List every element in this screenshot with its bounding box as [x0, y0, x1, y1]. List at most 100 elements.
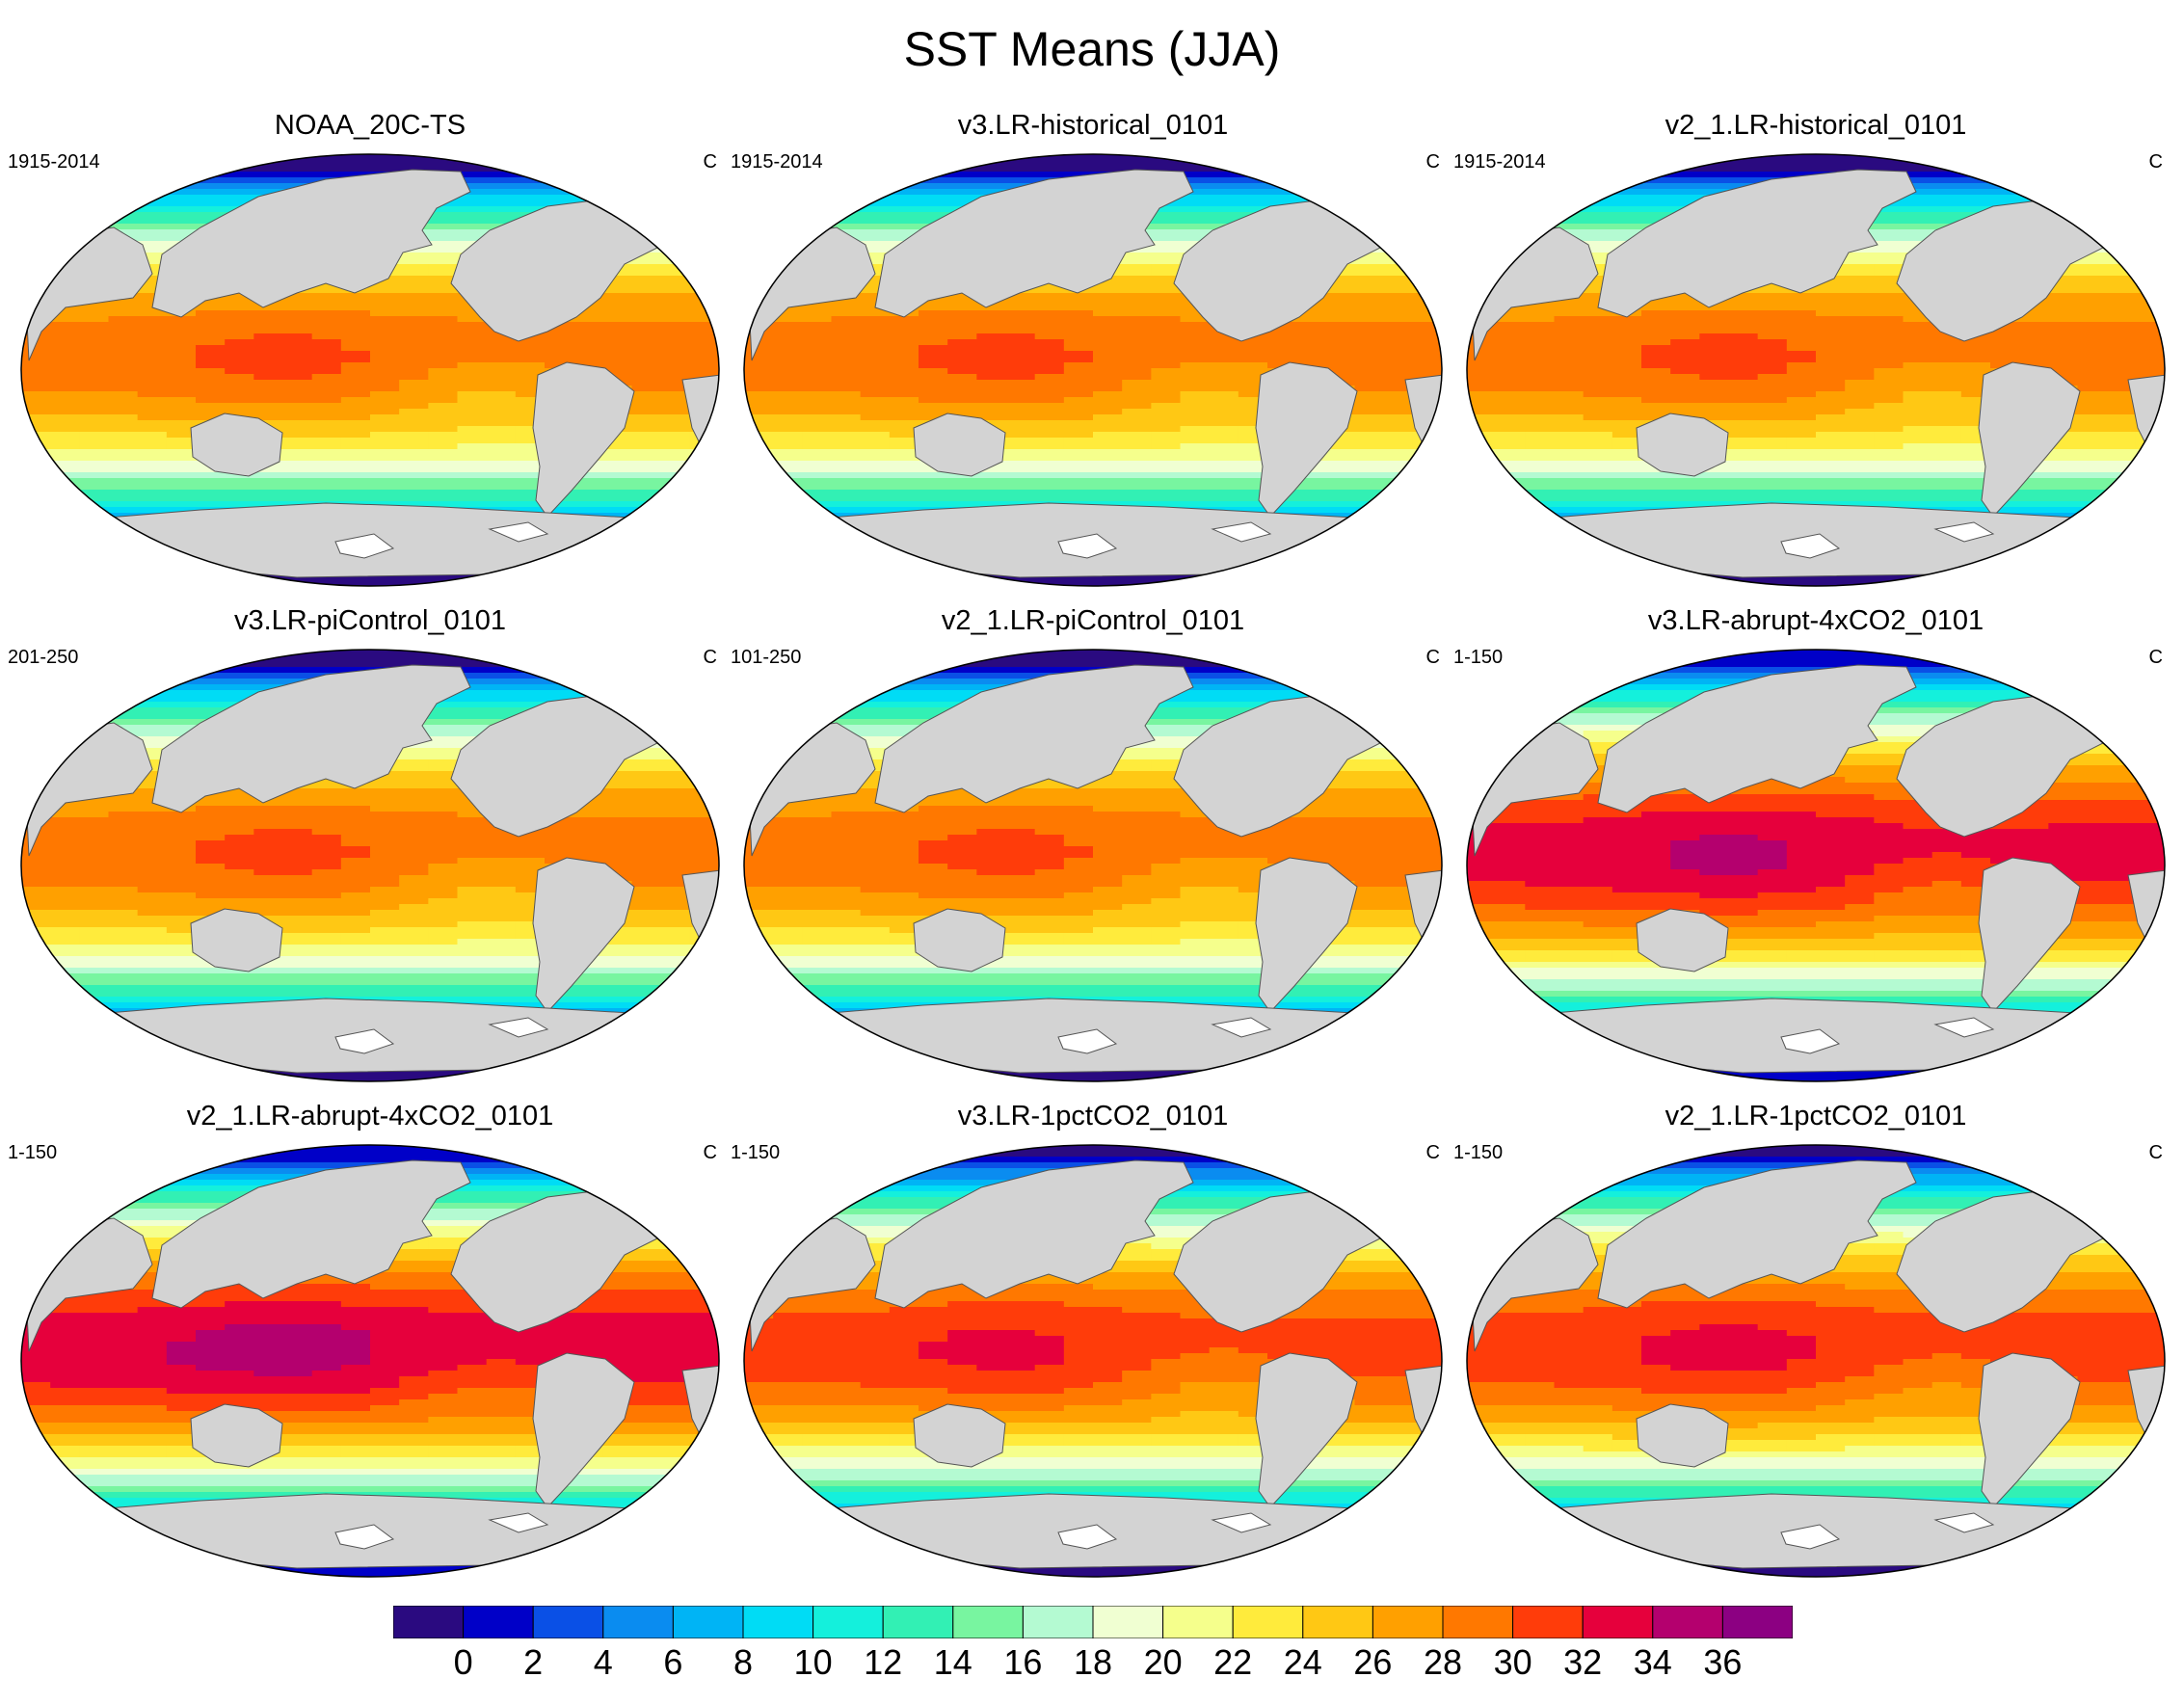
sst-cell	[1641, 466, 1671, 473]
sst-cell	[1554, 166, 1585, 173]
sst-cell	[370, 345, 400, 352]
sst-cell	[457, 461, 488, 467]
sst-cell	[1699, 397, 1730, 404]
sst-cell	[486, 212, 517, 219]
sst-cell	[2077, 299, 2108, 306]
sst-map	[1466, 153, 2166, 587]
sst-cell	[602, 299, 633, 306]
sst-cell	[1583, 206, 1613, 213]
sst-cell	[108, 351, 139, 358]
sst-cell	[602, 507, 633, 514]
sst-cell	[660, 264, 691, 271]
sst-cell	[1412, 542, 1442, 548]
sst-cell	[660, 218, 691, 225]
sst-cell	[137, 507, 168, 514]
sst-cell	[689, 547, 719, 554]
sst-cell	[831, 229, 862, 236]
sst-cell	[1296, 472, 1326, 479]
sst-cell	[1325, 189, 1356, 196]
sst-cell	[486, 357, 517, 363]
sst-cell	[108, 397, 139, 404]
sst-cell	[253, 154, 284, 161]
sst-cell	[1151, 368, 1182, 375]
sst-cell	[631, 559, 662, 566]
sst-cell	[50, 432, 80, 439]
panel-period: 1915-2014	[8, 151, 100, 173]
sst-cell	[1728, 305, 1759, 311]
sst-cell	[1467, 374, 1497, 381]
sst-cell	[631, 576, 662, 583]
sst-cell	[311, 345, 342, 352]
sst-cell	[631, 466, 662, 473]
sst-cell	[2135, 281, 2165, 288]
sst-cell	[976, 403, 1007, 410]
sst-cell	[1122, 466, 1152, 473]
sst-cell	[631, 276, 662, 282]
sst-cell	[2135, 172, 2165, 178]
sst-cell	[1412, 212, 1442, 219]
sst-cell	[166, 571, 197, 577]
sst-cell	[1845, 386, 1875, 392]
sst-cell	[1903, 310, 1933, 317]
sst-cell	[1093, 420, 1123, 427]
sst-cell	[1151, 357, 1182, 363]
sst-cell	[340, 443, 371, 450]
sst-cell	[1063, 409, 1094, 415]
sst-cell	[311, 172, 342, 178]
sst-cell	[79, 172, 110, 178]
sst-cell	[2048, 299, 2079, 306]
sst-cell	[457, 166, 488, 173]
sst-cell	[2048, 166, 2079, 173]
sst-cell	[137, 345, 168, 352]
sst-cell	[2019, 472, 2049, 479]
sst-cell	[21, 426, 51, 433]
sst-cell	[1238, 576, 1268, 583]
sst-cell	[1034, 322, 1065, 329]
sst-cell	[79, 466, 110, 473]
sst-cell	[399, 409, 429, 415]
sst-cell	[137, 195, 168, 201]
land-mass	[1361, 188, 1442, 244]
sst-cell	[1641, 472, 1671, 479]
sst-cell	[631, 287, 662, 294]
sst-cell	[370, 426, 400, 433]
sst-cell	[1093, 426, 1123, 433]
sst-cell	[1525, 449, 1556, 456]
sst-cell	[947, 501, 977, 508]
sst-cell	[831, 316, 862, 323]
sst-cell	[802, 414, 833, 421]
panel-period: 1915-2014	[1453, 151, 1546, 173]
sst-cell	[1583, 472, 1613, 479]
sst-cell	[631, 536, 662, 543]
sst-cell	[802, 559, 833, 566]
sst-cell	[660, 397, 691, 404]
sst-cell	[976, 397, 1007, 404]
sst-cell	[1845, 403, 1875, 410]
sst-cell	[79, 212, 110, 219]
sst-cell	[1151, 310, 1182, 317]
sst-cell	[773, 200, 803, 207]
sst-cell	[428, 281, 459, 288]
sst-cell	[166, 206, 197, 213]
sst-cell	[196, 345, 226, 352]
sst-cell	[2106, 299, 2137, 306]
sst-cell	[1757, 172, 1788, 178]
sst-cell	[340, 426, 371, 433]
sst-cell	[1325, 513, 1356, 519]
sst-cell	[1611, 391, 1642, 398]
sst-cell	[831, 362, 862, 369]
sst-cell	[1354, 391, 1385, 398]
sst-cell	[773, 455, 803, 462]
sst-cell	[1611, 316, 1642, 323]
sst-cell	[1238, 495, 1268, 502]
sst-cell	[1063, 172, 1094, 178]
sst-cell	[1874, 333, 1904, 340]
figure-title: SST Means (JJA)	[903, 22, 1281, 76]
sst-cell	[21, 218, 51, 225]
sst-cell	[802, 172, 833, 178]
sst-cell	[831, 172, 862, 178]
sst-cell	[1122, 357, 1152, 363]
sst-cell	[1757, 449, 1788, 456]
sst-cell	[1728, 368, 1759, 375]
sst-cell	[1816, 409, 1846, 415]
